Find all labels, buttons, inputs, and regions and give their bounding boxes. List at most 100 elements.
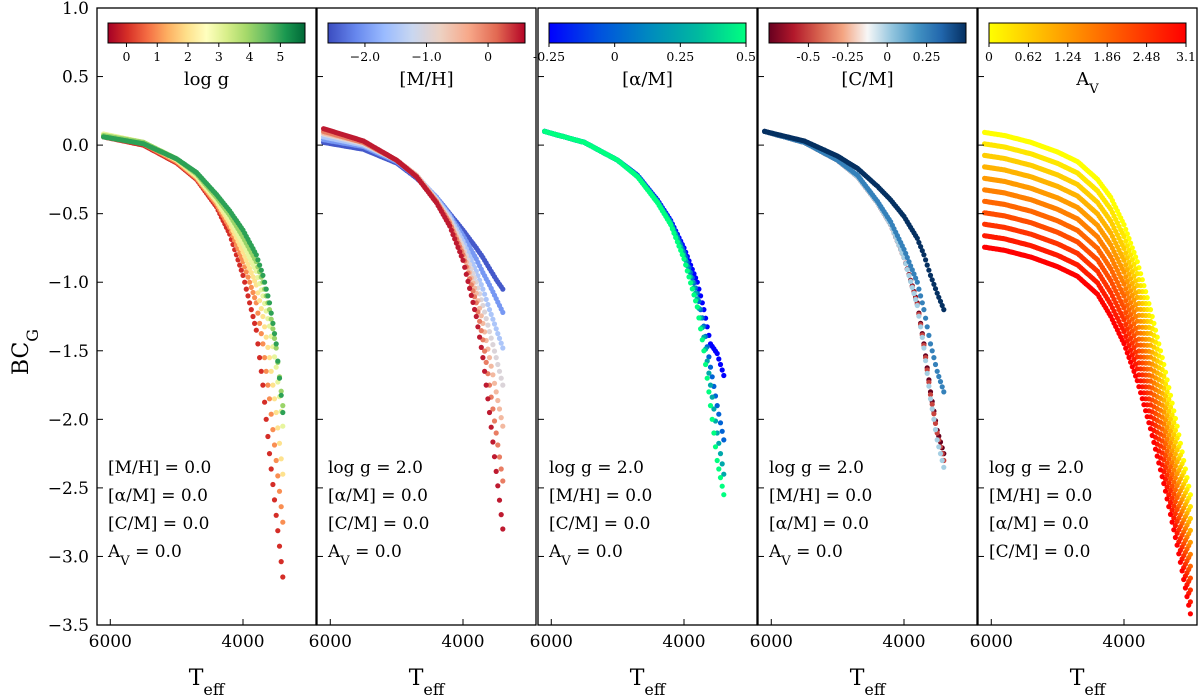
- data-point: [1169, 424, 1175, 430]
- data-point: [273, 457, 279, 464]
- data-point: [271, 442, 278, 448]
- y-tick-label: −2.0: [48, 410, 89, 430]
- series-4-5: [762, 128, 947, 313]
- data-point: [714, 403, 720, 409]
- data-point: [921, 307, 927, 313]
- data-point: [1152, 446, 1159, 452]
- data-point: [271, 354, 278, 360]
- annotation-line: AV = 0.0: [548, 542, 623, 569]
- data-point: [268, 466, 274, 472]
- data-point: [465, 278, 471, 284]
- data-point: [1121, 245, 1127, 251]
- annotation-line: [C/M] = 0.0: [549, 514, 651, 534]
- data-point: [493, 355, 499, 361]
- data-point: [1136, 384, 1142, 390]
- colorbar-tick-label: 0: [985, 49, 993, 64]
- data-point: [265, 293, 271, 299]
- data-point: [486, 355, 493, 361]
- data-point: [458, 253, 464, 259]
- colorbar-tick-label: 1.24: [1054, 49, 1082, 64]
- data-point: [483, 382, 489, 388]
- panel-1-points: [101, 131, 286, 580]
- annotation-line: log g = 2.0: [769, 458, 864, 478]
- data-point: [679, 252, 685, 258]
- data-point: [490, 316, 496, 322]
- data-point: [676, 243, 682, 249]
- data-point: [482, 291, 488, 297]
- data-point: [473, 313, 479, 320]
- colorbar-2: −2.0 −1.0 0 [M/H]: [327, 22, 526, 90]
- data-point: [914, 302, 920, 309]
- data-point: [255, 290, 261, 296]
- data-point: [926, 379, 932, 385]
- data-point: [704, 375, 710, 381]
- x-tick-label: 6000: [309, 632, 352, 652]
- data-point: [1167, 416, 1174, 422]
- data-point: [245, 261, 251, 267]
- data-point: [266, 355, 273, 361]
- data-point: [263, 368, 269, 374]
- data-point: [918, 293, 924, 299]
- data-point: [240, 272, 246, 278]
- data-point: [1156, 460, 1162, 466]
- series-2-6: [321, 128, 506, 484]
- data-point: [260, 272, 266, 278]
- data-point: [1171, 491, 1177, 497]
- data-point: [493, 468, 499, 474]
- data-point: [1164, 377, 1170, 383]
- data-point: [1143, 408, 1149, 414]
- data-point: [493, 326, 499, 332]
- data-point: [1123, 262, 1129, 268]
- data-point: [278, 392, 284, 398]
- series-4-3: [762, 128, 947, 470]
- data-point: [716, 440, 722, 446]
- data-point: [262, 355, 268, 361]
- data-point: [496, 454, 503, 460]
- panel-5-annotations: log g = 2.0 [M/H] = 0.0 [α/M] = 0.0 [C/M] =…: [989, 458, 1092, 562]
- data-point: [919, 248, 925, 254]
- data-point: [1174, 483, 1180, 489]
- x-axis-title: Teff: [630, 666, 667, 696]
- data-point: [252, 320, 258, 326]
- data-point: [683, 262, 689, 268]
- data-point: [1174, 435, 1180, 441]
- data-point: [488, 311, 494, 317]
- data-point: [1121, 222, 1127, 228]
- annotation-line: [α/M] = 0.0: [108, 486, 208, 506]
- colorbar-tick-label: 0.62: [1014, 49, 1042, 64]
- data-point: [701, 348, 707, 354]
- data-point: [1164, 460, 1170, 466]
- data-point: [1169, 519, 1175, 525]
- data-point: [463, 271, 469, 277]
- data-point: [1166, 492, 1172, 498]
- data-point: [1123, 345, 1129, 351]
- data-point: [1166, 468, 1172, 474]
- data-point: [669, 226, 676, 232]
- data-point: [901, 246, 907, 252]
- data-point: [674, 239, 681, 245]
- data-point: [253, 327, 259, 333]
- data-point: [263, 286, 269, 292]
- data-point: [934, 368, 940, 374]
- data-point: [265, 433, 271, 440]
- data-point: [1171, 432, 1177, 438]
- data-point: [936, 373, 942, 380]
- data-point: [265, 382, 271, 388]
- data-point: [448, 227, 454, 233]
- data-point: [265, 344, 271, 350]
- data-point: [247, 265, 253, 272]
- colorbar-1: 0 1 2 3 4 5 log g: [107, 22, 306, 90]
- x-axis-title: Teff: [1070, 666, 1107, 696]
- colorbar-tick-label: 2.48: [1133, 49, 1161, 64]
- x-axis-title-sub: eff: [864, 680, 886, 696]
- colorbar-tick-label: 5: [276, 49, 284, 64]
- data-point: [257, 298, 263, 304]
- data-point: [914, 235, 920, 241]
- data-point: [1181, 576, 1187, 583]
- data-point: [266, 451, 273, 457]
- data-point: [696, 315, 702, 321]
- y-tick-label: −3.5: [48, 616, 89, 636]
- data-point: [1123, 298, 1129, 304]
- data-point: [255, 310, 261, 316]
- data-point: [1172, 534, 1178, 541]
